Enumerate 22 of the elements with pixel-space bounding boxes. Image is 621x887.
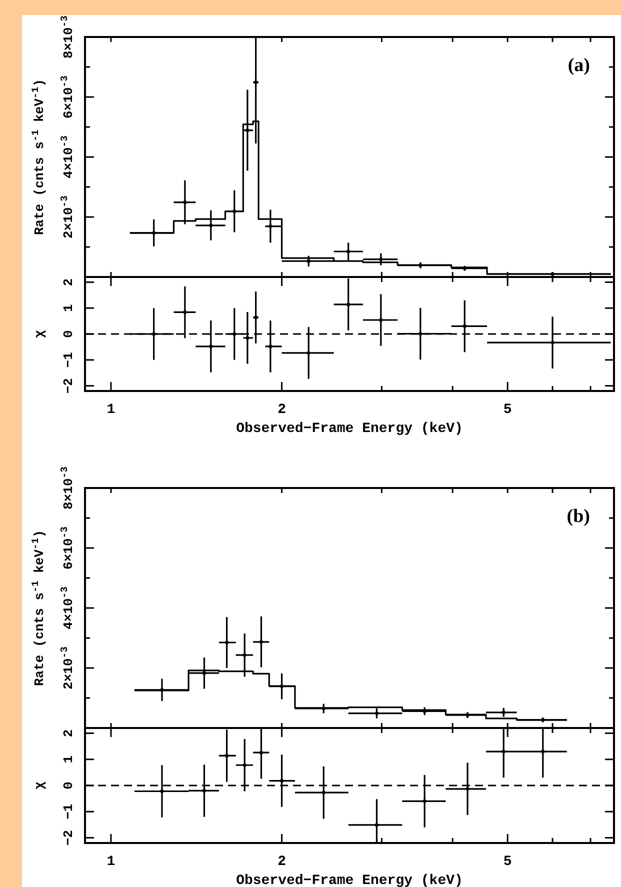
y-tick-label: −2 bbox=[61, 830, 76, 846]
annotation: (a) bbox=[568, 55, 590, 76]
y-tick-label: 2 bbox=[61, 278, 76, 286]
x-tick-label: 1 bbox=[106, 402, 116, 418]
y-axis-title: χ bbox=[32, 781, 47, 790]
x-tick-label: 1 bbox=[106, 854, 116, 870]
x-tick-label: 2 bbox=[278, 402, 286, 418]
y-tick-label: 0 bbox=[61, 781, 76, 790]
x-axis-title: Observed−Frame Energy (keV) bbox=[236, 873, 463, 887]
y-tick-label: 0 bbox=[61, 330, 76, 338]
y-tick-label: 1 bbox=[61, 755, 76, 764]
y-tick-label: −1 bbox=[61, 352, 76, 368]
y-tick-label: 1 bbox=[61, 304, 76, 312]
y-tick-label: −1 bbox=[61, 804, 76, 820]
y-axis-title: χ bbox=[32, 330, 47, 338]
annotation: (b) bbox=[566, 506, 590, 527]
y-tick-label: −2 bbox=[61, 378, 76, 394]
x-tick-label: 5 bbox=[503, 402, 512, 418]
x-tick-label: 5 bbox=[503, 854, 512, 870]
y-tick-label: 2 bbox=[61, 729, 76, 738]
x-axis-title: Observed−Frame Energy (keV) bbox=[236, 421, 463, 437]
x-tick-label: 2 bbox=[278, 854, 286, 870]
